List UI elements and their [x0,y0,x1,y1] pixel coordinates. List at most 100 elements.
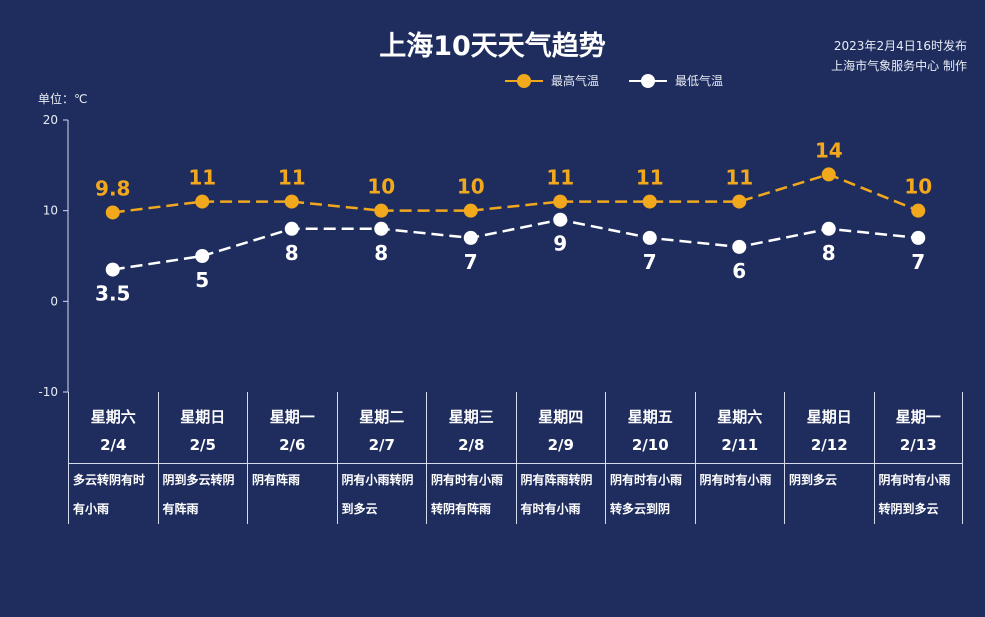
weekday-label: 星期二 [359,408,405,426]
low-temp-label: 3.5 [95,282,130,306]
date-label: 2/4 [100,436,127,454]
day-column: 星期日 2/12 阴到多云 [784,392,874,524]
day-column: 星期五 2/10 阴有时有小雨转多云到阴 [605,392,695,524]
weather-description: 阴有时有小雨 [699,473,772,487]
day-column: 星期日 2/5 阴到多云转阴有阵雨 [157,392,247,524]
day-column: 星期六 2/4 多云转阴有时有小雨 [68,392,158,524]
low-temp-label: 8 [285,241,299,265]
date-label: 2/10 [631,436,669,454]
high-temp-point [105,205,120,220]
date-label: 2/6 [279,436,306,454]
low-temp-line [112,218,919,271]
low-temp-label: 7 [643,250,657,274]
high-temp-point [195,194,210,209]
low-temp-point [463,230,478,245]
weather-description: 阴有时有小雨转多云到阴 [610,473,683,516]
high-temp-point [374,203,389,218]
date-label: 2/8 [458,436,485,454]
weather-description: 阴到多云 [789,473,838,487]
day-column: 星期一 2/6 阴有阵雨 [247,392,337,524]
high-temp-label: 14 [815,138,843,162]
weekday-label: 星期六 [717,408,763,426]
weather-description: 阴有时有小雨转阴有阵雨 [431,473,504,516]
y-tick-label: 20 [43,113,58,127]
high-temp-label: 11 [546,166,574,190]
weather-description: 阴到多云转阴有阵雨 [162,473,235,516]
publish-time: 2023年2月4日16时发布 [833,39,967,53]
forecast-table: 星期六 2/4 多云转阴有时有小雨 星期日 2/5 阴到多云转阴有阵雨 星期一 2/6… [68,392,963,524]
y-tick-label: -10 [38,385,58,399]
date-label: 2/13 [899,436,937,454]
legend: 最高气温 最低气温 [505,72,723,89]
low-temp-label: 8 [822,241,836,265]
weather-description: 阴有小雨转阴到多云 [341,473,414,516]
date-label: 2/7 [368,436,395,454]
low-temp-point [642,230,657,245]
weather-description: 阴有时有小雨转阴到多云 [878,473,951,516]
weekday-label: 星期五 [627,408,673,426]
date-label: 2/11 [721,436,759,454]
high-temp-label: 11 [188,166,216,190]
high-temp-point [732,194,747,209]
high-temp-label: 9.8 [95,176,130,200]
high-temp-point [553,194,568,209]
day-column: 星期六 2/11 阴有时有小雨 [694,392,784,524]
low-temp-label: 7 [464,250,478,274]
weather-description: 阴有阵雨转阴有时有小雨 [520,473,593,516]
low-temp-point [105,262,120,277]
low-temp-point [553,212,568,227]
low-temp-label: 5 [195,268,209,292]
low-temp-point [732,239,747,254]
chart-title: 上海10天天气趋势 [379,31,606,62]
weekday-label: 星期日 [806,408,852,426]
unit-label: 单位：℃ [38,92,88,106]
low-temp-label: 7 [911,250,925,274]
date-label: 2/5 [189,436,216,454]
legend-item-low: 最低气温 [629,72,723,89]
high-temp-line [112,173,919,214]
day-column: 星期二 2/7 阴有小雨转阴到多云 [336,392,426,524]
high-temp-label: 11 [725,166,753,190]
legend-swatch-high [505,73,543,89]
low-temp-point [911,230,926,245]
date-label: 2/12 [810,436,848,454]
low-temp-label: 6 [732,259,746,283]
weather-description: 多云转阴有时有小雨 [73,473,146,516]
weather-description: 阴有阵雨 [252,473,301,487]
temperature-chart: 20 10 0 -10 9.8 11 11 10 10 11 11 11 14 10 3.5 5 8 8 7 9 7 6 8… [38,113,932,399]
publisher: 上海市气象服务中心 制作 [831,59,967,73]
high-temp-point [642,194,657,209]
low-temp-point [374,221,389,236]
weekday-label: 星期一 [895,408,941,426]
weekday-label: 星期三 [448,408,494,426]
high-temp-label: 10 [457,175,485,199]
weekday-label: 星期日 [180,408,226,426]
low-temp-point [821,221,836,236]
low-temp-point [284,221,299,236]
day-column: 星期四 2/9 阴有阵雨转阴有时有小雨 [515,392,605,524]
publish-info: 2023年2月4日16时发布 上海市气象服务中心 制作 [831,36,967,76]
y-tick-label: 10 [43,204,58,218]
legend-label-low: 最低气温 [675,74,724,88]
high-temp-point [911,203,926,218]
weekday-label: 星期四 [538,408,584,426]
date-label: 2/9 [547,436,574,454]
low-temp-label: 9 [553,232,567,256]
high-temp-point [284,194,299,209]
high-temp-label: 11 [278,166,306,190]
weekday-label: 星期六 [90,408,136,426]
weekday-label: 星期一 [269,408,315,426]
high-temp-label: 10 [367,175,395,199]
y-tick-label: 0 [50,294,58,308]
high-temp-label: 10 [904,175,932,199]
legend-swatch-low [629,73,668,89]
high-temp-label: 11 [636,166,664,190]
day-column: 星期三 2/8 阴有时有小雨转阴有阵雨 [426,392,516,524]
day-column: 星期一 2/13 阴有时有小雨转阴到多云 [873,392,963,524]
legend-item-high: 最高气温 [505,72,599,89]
low-temp-point [195,249,210,263]
high-temp-point [463,203,478,218]
legend-label-high: 最高气温 [551,74,600,88]
low-temp-label: 8 [374,241,388,265]
high-temp-point [821,167,836,182]
